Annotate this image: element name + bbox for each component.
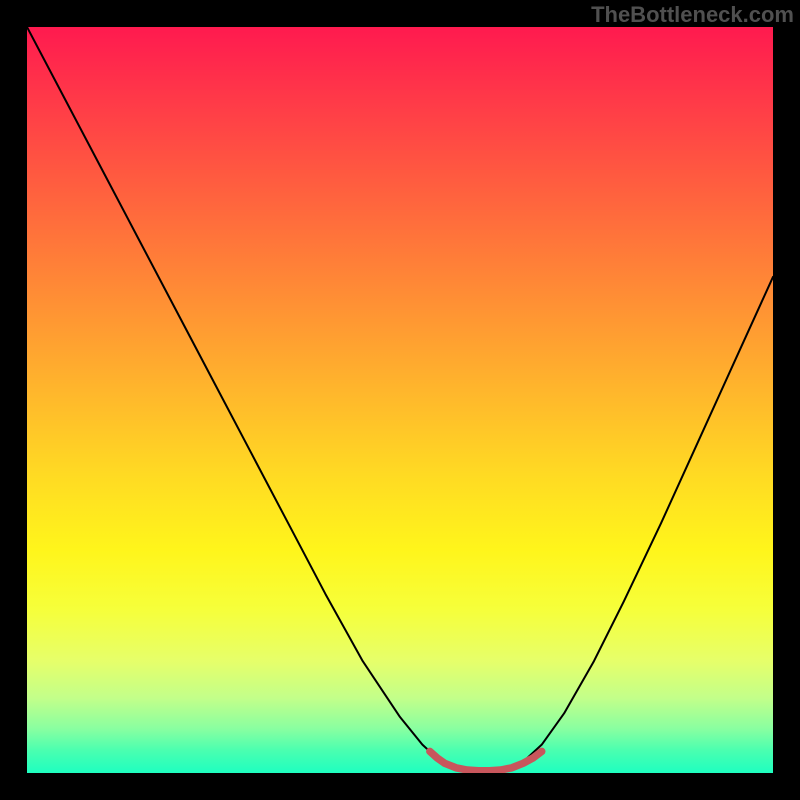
watermark-text: TheBottleneck.com [591, 2, 794, 28]
plot-area [27, 27, 773, 773]
curve-layer [27, 27, 773, 773]
highlight-segment [430, 751, 542, 770]
bottleneck-curve [27, 27, 773, 771]
